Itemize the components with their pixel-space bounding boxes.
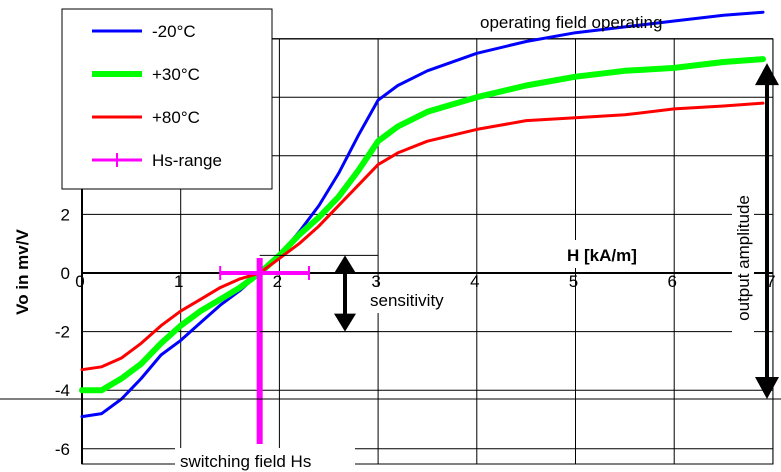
svg-text:+30°C: +30°C — [152, 65, 200, 84]
x-tick-label: 0 — [75, 272, 84, 291]
x-tick-label: 5 — [569, 272, 578, 291]
sensitivity-arrowhead-up — [334, 255, 356, 274]
output-amplitude-label-bg — [732, 175, 754, 345]
x-tick-label: 4 — [470, 272, 479, 291]
y-axis-label: Vo in mv/V — [13, 229, 32, 315]
output-amplitude-label: output amplitude — [734, 195, 753, 321]
x-tick-label: 2 — [273, 272, 282, 291]
x-tick-label: 7 — [766, 272, 775, 291]
y-tick-label: 2 — [61, 205, 70, 224]
sensitivity-label-bg — [362, 287, 468, 313]
svg-text:-20°C: -20°C — [152, 22, 196, 41]
annotation-layer: sensitivity output amplitude switching fie… — [0, 63, 781, 472]
y-tick-label: -6 — [55, 440, 70, 459]
sensitivity-label: sensitivity — [370, 291, 444, 310]
svg-text:+80°C: +80°C — [152, 108, 200, 127]
x-axis-label: H [kA/m] — [567, 246, 637, 265]
legend-item-hs-range: Hs-range — [92, 151, 222, 170]
y-tick-label: 0 — [61, 264, 70, 283]
sensitivity-arrowhead-down — [334, 313, 356, 332]
series-line-2 — [80, 101, 765, 372]
x-tick-label: 6 — [667, 272, 676, 291]
x-axis-label-box: H [kA/m] — [560, 240, 672, 268]
x-tick-label: 3 — [371, 272, 380, 291]
series-line-1 — [79, 56, 766, 394]
svg-text:Hs-range: Hs-range — [152, 151, 222, 170]
y-tick-label: -4 — [55, 381, 70, 400]
series-layer — [79, 10, 766, 444]
y-tick-label: -2 — [55, 323, 70, 342]
x-tick-label: 1 — [174, 272, 183, 291]
legend: -20°C +30°C +80°C Hs-range — [61, 8, 273, 190]
legend-item-30c: +30°C — [92, 65, 200, 84]
output-amplitude-arrowhead-down — [755, 376, 779, 399]
top-clipped-text: operating field operating — [480, 13, 662, 32]
series-line-0 — [80, 10, 765, 419]
legend-item--20c: -20°C — [92, 22, 196, 41]
switching-field-label: switching field Hs — [180, 452, 311, 471]
output-amplitude-arrowhead-up — [755, 63, 779, 86]
switching-field-label-bg — [175, 448, 355, 472]
legend-item-80c: +80°C — [92, 108, 200, 127]
